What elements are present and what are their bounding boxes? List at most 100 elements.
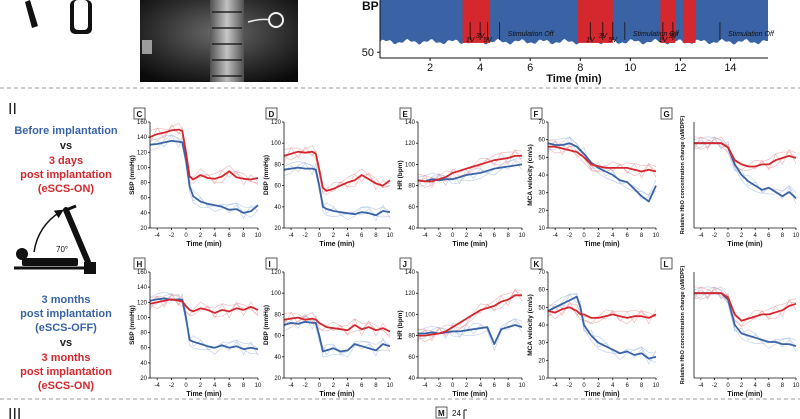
y-tick-label: 40 <box>408 226 415 232</box>
stimulation-window <box>660 0 676 43</box>
individual-trace <box>547 137 657 196</box>
y-axis-label: HR (bpm) <box>397 160 404 189</box>
individual-trace <box>547 304 657 325</box>
x-tick-label: 8 <box>781 233 785 239</box>
y-axis-label: HR (bpm) <box>397 310 404 339</box>
panel-K: K -4 -2 0 2 4 6 8 10 10 20 30 40 50 60 70 Time (min) MCA … <box>527 257 660 398</box>
panel-D: D -4 -2 0 2 4 6 8 10 20 40 60 80 100 120 Time (min) DBP … <box>263 107 394 248</box>
x-tick-label: 8 <box>506 233 510 239</box>
panel-letter: F <box>534 110 539 119</box>
y-tick-label: 120 <box>405 141 416 147</box>
tilt-table-icon: 70° <box>14 204 96 274</box>
x-tick-label: 8 <box>374 233 378 239</box>
y-tick-label: 50 <box>538 305 545 311</box>
individual-trace <box>149 292 259 319</box>
y-tick-label: 120 <box>137 150 148 156</box>
y-tick-label: 100 <box>405 162 416 168</box>
individual-trace <box>693 286 797 349</box>
y-tick-label: 50 <box>538 155 545 161</box>
y-tick-label: 80 <box>274 162 281 168</box>
x-tick-label: 4 <box>754 233 758 239</box>
x-tick-label: 10 <box>653 233 660 239</box>
y-tick-label: 20 <box>140 226 147 232</box>
y-tick-label: 140 <box>405 270 416 276</box>
series-line-off <box>283 320 391 353</box>
standing-person-icon <box>5 0 92 34</box>
x-tick-label: -2 <box>712 233 718 239</box>
x-tick-label: -2 <box>567 383 573 389</box>
x-tick-label: 0 <box>451 233 455 239</box>
y-tick-label: 70 <box>538 120 545 126</box>
x-tick-label: -2 <box>169 383 175 389</box>
label-escs-on-2: (eSCS-ON) <box>38 380 95 392</box>
y-axis-label: SBP (mmHg) <box>129 305 136 345</box>
x-axis-label: Time (min) <box>727 241 762 248</box>
annotation-label: Stimulation Off <box>508 31 555 38</box>
panel-letter-box <box>530 107 543 120</box>
x-tick-label: 10 <box>255 383 262 389</box>
comparison-legend: Before implantation vs 3 days post impla… <box>14 125 118 392</box>
individual-trace <box>417 159 523 187</box>
x-tick-label: 10 <box>387 233 394 239</box>
x-tick-label: 6 <box>767 383 771 389</box>
panel-letter-box <box>660 257 673 270</box>
x-axis-label: Time (min) <box>584 391 619 398</box>
y-axis-label: SBP (mmHg) <box>129 155 136 195</box>
y-tick-label: 120 <box>271 270 282 276</box>
x-tick-label: -2 <box>436 383 442 389</box>
panel-letter-box <box>530 257 543 270</box>
series-line-off <box>418 324 523 345</box>
x-tick-label: 0 <box>318 233 322 239</box>
x-tick-label: 6 <box>626 233 630 239</box>
label-post-implant-on: post implantation <box>20 366 112 378</box>
x-tick-label: -2 <box>303 233 309 239</box>
series-line-off <box>547 295 657 360</box>
y-axis-label: DBP (mmHg) <box>263 155 270 195</box>
individual-trace <box>149 128 259 184</box>
x-tick-label: 10 <box>624 62 636 74</box>
x-tick-label: 2 <box>427 62 433 74</box>
annotation-label: 5V <box>609 37 619 44</box>
x-tick-label: 6 <box>360 383 364 389</box>
x-tick-label: 4 <box>346 383 350 389</box>
x-tick-label: 6 <box>626 383 630 389</box>
x-tick-label: -2 <box>303 383 309 389</box>
panel-letter-box <box>265 257 278 270</box>
annotation-label: 3V <box>599 33 609 40</box>
y-tick-label: 140 <box>405 120 416 126</box>
x-tick-label: -2 <box>567 233 573 239</box>
y-tick-label: 40 <box>140 361 147 367</box>
panel-I: I -4 -2 0 2 4 6 8 10 20 40 60 80 100 120 Time (min) DBP … <box>263 257 394 398</box>
x-tick-label: 0 <box>726 233 730 239</box>
stimulation-window <box>462 0 491 43</box>
section-label-two: II <box>8 101 17 118</box>
annotation-label: 5V <box>483 37 493 44</box>
x-tick-label: 8 <box>640 383 644 389</box>
label-escs-on: (eSCS-ON) <box>38 183 95 195</box>
x-tick-label: 0 <box>184 233 188 239</box>
x-axis-label: Time (min) <box>186 241 221 248</box>
y-tick-label: 30 <box>538 191 545 197</box>
y-tick-label: 70 <box>538 270 545 276</box>
x-tick-label: 6 <box>767 233 771 239</box>
x-tick-label: 6 <box>493 233 497 239</box>
y-tick-label: 120 <box>271 120 282 126</box>
x-axis-label: Time (min) <box>319 391 354 398</box>
y-tick-label: 160 <box>137 270 148 276</box>
x-tick-label: -2 <box>712 383 718 389</box>
x-tick-label: 2 <box>332 383 336 389</box>
panel-letter: D <box>269 110 275 119</box>
panel-letter-box <box>265 107 278 120</box>
y-tick-label: 80 <box>274 312 281 318</box>
x-tick-label: 2 <box>597 233 601 239</box>
x-axis-label: Time (min) <box>452 391 487 398</box>
x-tick-label: 4 <box>213 383 217 389</box>
y-tick-label: 10 <box>538 226 545 232</box>
panel-letter: E <box>403 110 409 119</box>
x-axis-label: Time (min) <box>319 241 354 248</box>
y-tick-label: 60 <box>140 196 147 202</box>
y-tick-label: 120 <box>405 291 416 297</box>
x-tick-label: 4 <box>479 233 483 239</box>
individual-trace <box>283 160 391 218</box>
